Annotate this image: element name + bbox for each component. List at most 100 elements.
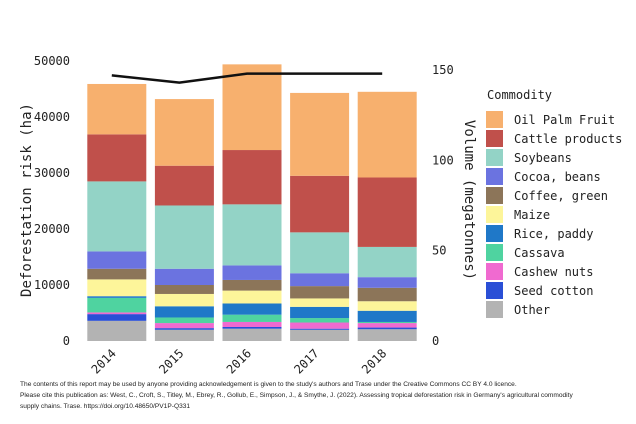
legend-label: Rice, paddy xyxy=(514,227,593,241)
bar-segment xyxy=(87,268,147,280)
bar-segment xyxy=(222,204,282,266)
bar-segment xyxy=(222,265,282,280)
bar-segment xyxy=(222,303,282,315)
legend-label: Cashew nuts xyxy=(514,265,593,279)
y-tick-label: 20000 xyxy=(34,222,70,236)
bar-segment xyxy=(290,306,350,319)
bar-segment xyxy=(87,134,147,182)
y2-axis-title: Volume (megatonnes) xyxy=(461,120,477,280)
legend-swatch xyxy=(486,187,503,204)
bar-segment xyxy=(290,328,350,330)
legend-swatch xyxy=(486,263,503,280)
bar-segment xyxy=(290,322,350,329)
y2-tick-label: 0 xyxy=(432,334,439,348)
legend-label: Cocoa, beans xyxy=(514,170,601,184)
legend-label: Other xyxy=(514,303,550,317)
bars-group xyxy=(87,64,417,341)
x-axis: 2014 2015 2016 2017 2018 xyxy=(89,346,390,376)
y2-tick-label: 150 xyxy=(432,63,454,77)
legend: Commodity Oil Palm Fruit Cattle products So… xyxy=(486,88,622,318)
volume-line-layer xyxy=(111,72,383,84)
bar-segment xyxy=(154,285,214,294)
stacked-bar-chart: 0 10000 20000 30000 40000 50000 0 50 100 150 201… xyxy=(19,54,622,377)
bar-segment xyxy=(357,301,417,311)
bar-segment xyxy=(222,321,282,327)
bar-segment xyxy=(87,296,147,298)
y-axis-left: 0 10000 20000 30000 40000 50000 xyxy=(34,54,70,348)
bar-segment xyxy=(87,251,147,269)
legend-swatch xyxy=(486,206,503,223)
legend-label: Soybeans xyxy=(514,151,572,165)
bar-segment xyxy=(154,329,214,341)
bar-segment xyxy=(290,175,350,233)
bar-segment xyxy=(290,92,350,176)
bar-segment xyxy=(357,323,417,328)
bar-segment xyxy=(87,320,147,341)
bar-segment xyxy=(290,329,350,341)
y-tick-label: 30000 xyxy=(34,166,70,180)
bar-segment xyxy=(154,306,214,318)
legend-swatch xyxy=(486,130,503,147)
x-tick-label: 2017 xyxy=(291,346,321,376)
bar-segment xyxy=(222,279,282,291)
x-tick-label: 2014 xyxy=(89,346,119,376)
bar-segment xyxy=(290,286,350,299)
y-axis-title: Deforestation risk (ha) xyxy=(19,103,35,297)
bar-segment xyxy=(154,205,214,269)
bar-segment xyxy=(357,177,417,247)
bar-segment xyxy=(357,287,417,302)
footer-doi-line: supply chains. Trase. https://doi.org/10… xyxy=(20,403,191,410)
legend-swatch xyxy=(486,111,503,128)
bar-segment xyxy=(222,314,282,322)
bar-segment xyxy=(357,91,417,178)
legend-label: Coffee, green xyxy=(514,189,608,203)
y-tick-label: 0 xyxy=(63,334,70,348)
bar-segment xyxy=(87,312,147,315)
bar-segment xyxy=(154,323,214,329)
footer-citation-line: Please cite this publication as: West, C… xyxy=(20,392,573,399)
bar-segment xyxy=(154,293,214,307)
y-tick-label: 50000 xyxy=(34,54,70,68)
bar-segment xyxy=(357,327,417,330)
legend-swatch xyxy=(486,225,503,242)
x-tick-label: 2015 xyxy=(156,346,186,376)
y2-tick-label: 100 xyxy=(432,153,454,167)
y2-tick-label: 50 xyxy=(432,244,446,258)
bar-segment xyxy=(290,298,350,307)
y-tick-label: 10000 xyxy=(34,278,70,292)
legend-swatch xyxy=(486,301,503,318)
bar-segment xyxy=(290,232,350,274)
bar-segment xyxy=(222,327,282,329)
legend-label: Maize xyxy=(514,208,550,222)
legend-label: Cassava xyxy=(514,246,565,260)
legend-label: Cattle products xyxy=(514,132,622,146)
bar-segment xyxy=(154,328,214,330)
bar-segment xyxy=(87,181,147,252)
bar-segment xyxy=(290,273,350,287)
bar-segment xyxy=(222,290,282,304)
bar-segment xyxy=(222,150,282,205)
legend-swatch xyxy=(486,282,503,299)
legend-swatch xyxy=(486,168,503,185)
bar-segment xyxy=(154,317,214,324)
bar-segment xyxy=(222,328,282,341)
volume-line xyxy=(111,72,383,84)
bar-segment xyxy=(154,165,214,206)
bar-segment xyxy=(154,268,214,285)
y-axis-right: 0 50 100 150 xyxy=(432,63,454,348)
bar-segment xyxy=(87,314,147,321)
x-tick-label: 2016 xyxy=(224,346,254,376)
bar-segment xyxy=(87,83,147,135)
footer-credits: The contents of this report may be used … xyxy=(20,379,630,412)
bar-segment xyxy=(357,310,417,322)
bar-segment xyxy=(87,279,147,297)
bar-segment xyxy=(357,277,417,288)
bar-segment xyxy=(357,329,417,341)
footer-licence-line: The contents of this report may be used … xyxy=(20,381,517,388)
legend-swatch xyxy=(486,244,503,261)
bar-segment xyxy=(357,321,417,324)
legend-label: Seed cotton xyxy=(514,284,593,298)
legend-label: Oil Palm Fruit xyxy=(514,113,615,127)
bar-segment xyxy=(87,297,147,313)
bar-segment xyxy=(222,64,282,151)
